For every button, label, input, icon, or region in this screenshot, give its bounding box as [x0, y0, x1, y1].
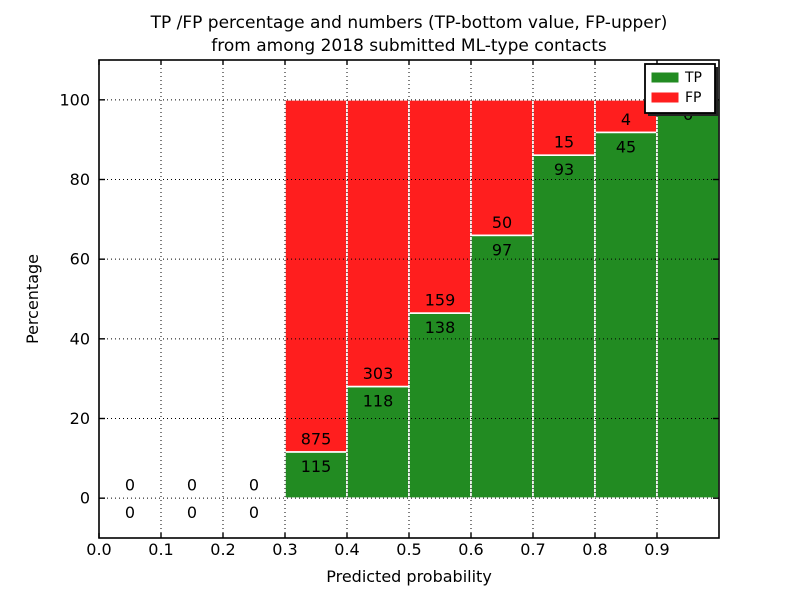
legend-box [644, 63, 716, 114]
tp-count-label-0.3: 115 [301, 457, 332, 476]
tp-count-label-0.1: 0 [187, 503, 197, 522]
bar-tp-0.6 [470, 234, 534, 499]
x-tick-label-0.1: 0.1 [148, 540, 173, 559]
bar-tp-0.8 [594, 131, 658, 499]
bar-tp-0.4 [346, 385, 410, 499]
x-tick-label-0.6: 0.6 [458, 540, 483, 559]
fp-count-label-0.2: 0 [249, 476, 259, 495]
bar-fp-0.3 [284, 99, 348, 453]
tp-count-label-0.6: 97 [492, 240, 512, 259]
x-tick-label-0.2: 0.2 [210, 540, 235, 559]
tp-count-label-0.5: 138 [425, 318, 456, 337]
x-axis-label: Predicted probability [326, 567, 492, 586]
x-tick-label-0.8: 0.8 [582, 540, 607, 559]
tp-count-label-0.2: 0 [249, 503, 259, 522]
tp-count-label-0: 0 [125, 503, 135, 522]
legend-swatch-tp [651, 72, 679, 83]
y-tick-label-40: 40 [70, 329, 90, 348]
fp-count-label-0.5: 159 [425, 291, 456, 310]
fp-count-label-0.8: 4 [621, 110, 631, 129]
bar-tp-0.5 [408, 312, 472, 499]
bar-tp-0.7 [532, 154, 596, 499]
bar-tp-0.3 [284, 451, 348, 499]
chart-title-line2: from among 2018 submitted ML-type contac… [211, 36, 607, 56]
fp-count-label-0.7: 15 [554, 133, 574, 152]
y-axis-label: Percentage [23, 254, 42, 344]
fp-count-label-0.4: 303 [363, 364, 394, 383]
x-tick-label-0.0: 0.0 [86, 540, 111, 559]
fp-count-label-0.3: 875 [301, 429, 332, 448]
x-tick-label-0.3: 0.3 [272, 540, 297, 559]
tp-count-label-0.7: 93 [554, 160, 574, 179]
bar-fp-0.5 [408, 99, 472, 314]
plot-area: 00000087511530311815913850971593445060.0… [59, 59, 720, 559]
bar-fp-0.4 [346, 99, 410, 388]
x-tick-label-0.9: 0.9 [644, 540, 669, 559]
x-tick-label-0.7: 0.7 [520, 540, 545, 559]
y-tick-label-80: 80 [70, 170, 90, 189]
legend-label-fp: FP [685, 90, 702, 106]
x-tick-label-0.5: 0.5 [396, 540, 421, 559]
y-tick-label-60: 60 [70, 250, 90, 269]
bar-fp-0.6 [470, 99, 534, 237]
legend-label-tp: TP [684, 70, 702, 86]
tp-count-label-0.4: 118 [363, 392, 394, 411]
y-tick-label-0: 0 [80, 489, 90, 508]
bar-tp-0.9 [656, 99, 720, 499]
legend-swatch-fp [651, 92, 679, 103]
chart-title-line1: TP /FP percentage and numbers (TP-bottom… [150, 13, 668, 33]
fp-count-label-0.1: 0 [187, 476, 197, 495]
y-tick-label-20: 20 [70, 409, 90, 428]
tp-count-label-0.8: 45 [616, 137, 636, 156]
fp-count-label-0.6: 50 [492, 213, 512, 232]
fp-count-label-0: 0 [125, 476, 135, 495]
x-tick-label-0.4: 0.4 [334, 540, 359, 559]
y-tick-label-100: 100 [59, 90, 90, 109]
